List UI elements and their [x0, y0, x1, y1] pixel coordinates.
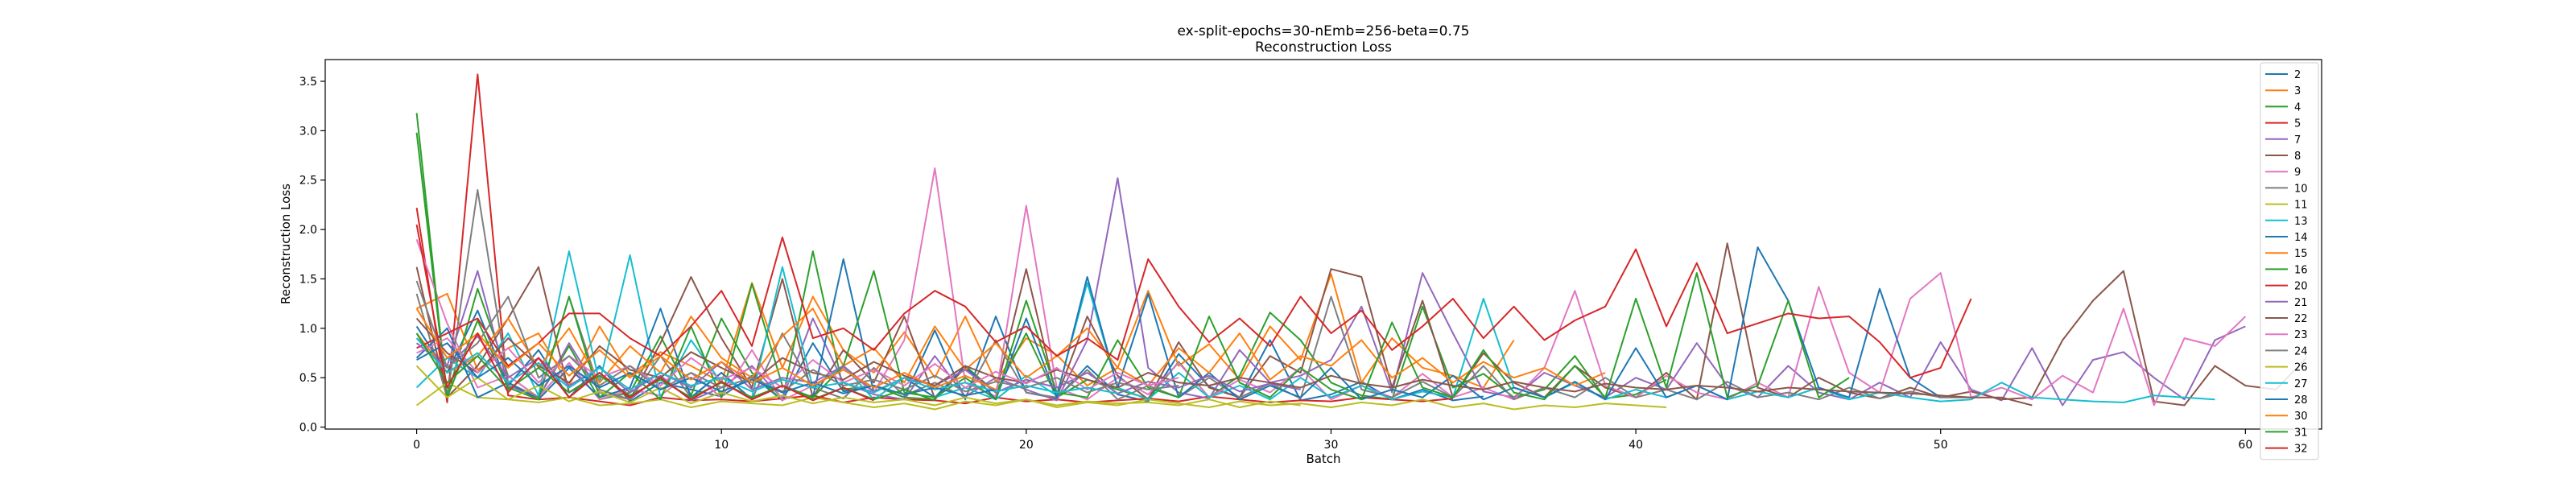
legend-label: 14: [2294, 232, 2308, 244]
legend-label: 3: [2294, 85, 2301, 97]
legend-label: 15: [2294, 248, 2308, 260]
legend-label: 20: [2294, 281, 2308, 293]
series-line-22: [415, 317, 2033, 407]
legend-label: 9: [2294, 167, 2301, 179]
plot-frame: [324, 59, 2322, 430]
x-tick-label: 60: [2238, 439, 2252, 452]
x-tick-label: 30: [1324, 439, 1339, 452]
y-tick-label: 2.0: [299, 224, 317, 237]
legend-label: 5: [2294, 118, 2301, 130]
legend-box: [2260, 62, 2319, 460]
y-axis: 0.0 0.5 1.0 1.5 2.0 2.5 3.0 3.5: [299, 76, 325, 435]
legend-label: 26: [2294, 362, 2308, 374]
legend-label: 13: [2294, 216, 2308, 228]
y-tick-label: 1.0: [299, 323, 317, 336]
legend-label: 21: [2294, 297, 2308, 309]
x-axis: 0 10 20 30 40 50 60: [413, 429, 2252, 452]
series-line-10: [415, 189, 1971, 401]
series-line-16: [415, 113, 1850, 401]
y-tick-label: 2.5: [299, 175, 317, 188]
legend-label: 32: [2294, 444, 2308, 456]
chart-subtitle: Reconstruction Loss: [1255, 39, 1392, 56]
legend-label: 2: [2294, 69, 2301, 81]
series-line-20: [416, 236, 1972, 379]
legend-label: 31: [2294, 427, 2308, 439]
series-line-3: [416, 273, 1515, 389]
series-line-32: [415, 224, 874, 402]
legend-label: 16: [2294, 264, 2308, 276]
legend-label: 23: [2294, 329, 2308, 341]
legend-label: 11: [2294, 200, 2308, 212]
y-tick-label: 3.0: [299, 125, 317, 138]
legend-label: 8: [2294, 151, 2301, 163]
y-axis-label: Reconstruction Loss: [279, 184, 293, 304]
series-line-11: [416, 382, 1667, 411]
legend-label: 22: [2294, 313, 2308, 325]
legend-label: 27: [2294, 378, 2308, 390]
y-tick-label: 0.5: [299, 372, 317, 385]
series-line-24: [415, 280, 1179, 394]
series-line-28: [416, 342, 997, 397]
y-tick-label: 0.0: [299, 422, 317, 435]
x-tick-label: 50: [1934, 439, 1948, 452]
y-tick-label: 3.5: [299, 76, 317, 89]
series-line-30: [415, 308, 997, 390]
legend-label: 4: [2294, 101, 2301, 114]
x-tick-label: 40: [1629, 439, 1643, 452]
series-line-7: [415, 177, 2246, 407]
legend-label: 30: [2294, 411, 2308, 423]
legend-label: 7: [2294, 134, 2301, 147]
series-layer: [415, 73, 2307, 411]
legend-label: 24: [2294, 345, 2308, 357]
series-line-26: [415, 365, 1301, 408]
x-axis-label: Batch: [1306, 452, 1340, 466]
chart-title: ex-split-epochs=30-nEmb=256-beta=0.75: [1177, 23, 1469, 39]
series-line-23: [416, 337, 1179, 390]
legend: 2345789101113141516202122232426272830313…: [2260, 62, 2319, 460]
y-tick-label: 1.5: [299, 273, 317, 286]
series-line-9: [415, 167, 2246, 407]
x-tick-label: 0: [413, 439, 420, 452]
legend-label: 10: [2294, 183, 2308, 195]
x-tick-label: 10: [714, 439, 729, 452]
x-tick-label: 20: [1019, 439, 1034, 452]
legend-label: 28: [2294, 394, 2308, 407]
